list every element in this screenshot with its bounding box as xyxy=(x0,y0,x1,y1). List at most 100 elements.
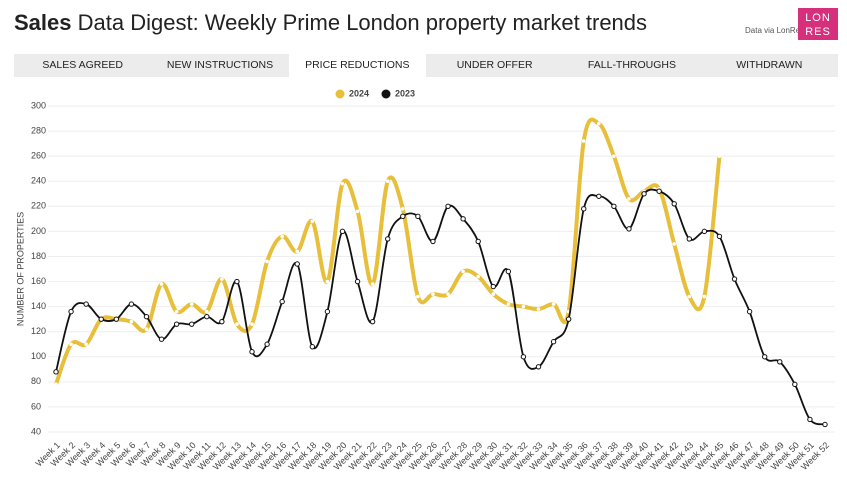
data-point xyxy=(249,349,255,355)
data-point xyxy=(354,278,361,285)
data-point xyxy=(204,313,210,320)
y-tick-label: 80 xyxy=(31,376,41,386)
data-point xyxy=(807,416,813,423)
data-point xyxy=(219,318,225,325)
data-point xyxy=(355,209,360,214)
data-point xyxy=(234,278,240,285)
data-point xyxy=(535,364,542,370)
y-tick-label: 280 xyxy=(31,125,46,135)
tab-bar: SALES AGREED NEW INSTRUCTIONS PRICE REDUCT… xyxy=(14,54,838,77)
data-point xyxy=(686,236,692,242)
data-point xyxy=(174,309,179,314)
y-tick-label: 200 xyxy=(31,226,46,236)
data-point xyxy=(597,121,601,126)
data-point xyxy=(369,318,376,325)
data-point xyxy=(671,201,677,207)
data-point xyxy=(551,302,556,306)
data-point xyxy=(294,261,300,267)
data-point xyxy=(761,354,768,360)
data-point xyxy=(173,321,180,327)
data-point xyxy=(520,354,527,360)
data-point xyxy=(189,302,194,306)
tab[interactable]: FALL-THROUGHS xyxy=(587,59,677,71)
data-point xyxy=(309,344,316,350)
legend-marker xyxy=(381,89,391,99)
data-point xyxy=(159,282,164,286)
data-point xyxy=(280,234,284,239)
series-line xyxy=(55,188,826,426)
data-point xyxy=(430,238,436,245)
y-tick-label: 100 xyxy=(31,351,46,361)
title-text: Data Digest: Weekly Prime London propert… xyxy=(77,10,648,35)
logo-line: RES xyxy=(805,26,831,38)
data-point xyxy=(822,421,828,428)
data-point xyxy=(415,213,421,220)
data-point xyxy=(581,206,587,212)
data-point xyxy=(68,308,74,315)
data-point xyxy=(69,342,73,347)
data-point xyxy=(476,274,480,279)
tab[interactable]: WITHDRAWN xyxy=(736,59,803,71)
data-point xyxy=(505,268,512,275)
title: Sales Data Digest: Weekly Prime London p… xyxy=(14,10,647,36)
data-point xyxy=(84,342,88,347)
data-point xyxy=(490,283,496,290)
data-point xyxy=(310,219,315,224)
data-point xyxy=(416,294,420,299)
data-point xyxy=(746,308,753,315)
tab[interactable]: SALES AGREED xyxy=(42,59,123,71)
data-point xyxy=(536,307,541,311)
y-tick-label: 300 xyxy=(31,100,46,110)
data-point xyxy=(641,191,647,197)
data-point xyxy=(687,294,692,299)
data-point xyxy=(446,292,450,296)
data-point xyxy=(475,238,481,245)
data-point xyxy=(521,304,526,309)
data-point xyxy=(144,327,149,331)
data-point xyxy=(113,316,120,322)
data-point xyxy=(54,382,58,387)
data-point xyxy=(143,313,150,320)
data-point xyxy=(506,302,511,306)
data-point xyxy=(716,233,723,240)
data-point xyxy=(401,207,405,211)
data-point xyxy=(265,259,269,264)
title-bold: Sales xyxy=(14,10,72,35)
data-point xyxy=(717,154,722,158)
y-tick-label: 140 xyxy=(31,301,46,311)
tab[interactable]: PRICE REDUCTIONS xyxy=(288,54,426,77)
logo[interactable]: LON RES xyxy=(798,8,838,40)
data-point xyxy=(460,216,466,222)
logo-line: LON xyxy=(805,12,831,24)
data-point xyxy=(431,292,435,296)
data-point xyxy=(340,181,345,186)
data-point xyxy=(701,228,708,235)
data-point xyxy=(596,193,602,199)
tab[interactable]: UNDER OFFER xyxy=(456,59,533,71)
data-point xyxy=(626,226,632,232)
data-point xyxy=(83,301,89,307)
tab[interactable]: NEW INSTRUCTIONS xyxy=(166,59,274,71)
data-point xyxy=(264,341,270,347)
legend-label: 2024 xyxy=(349,88,369,98)
series-line xyxy=(54,117,722,386)
data-point xyxy=(461,269,465,274)
data-point xyxy=(189,321,195,327)
y-tick-label: 120 xyxy=(31,326,46,336)
data-point xyxy=(339,228,346,235)
data-point xyxy=(325,279,330,284)
data-point xyxy=(627,196,631,201)
y-tick-label: 240 xyxy=(31,176,46,186)
data-point xyxy=(250,322,254,326)
y-axis-label: NUMBER OF PROPERTIES xyxy=(15,212,25,326)
source: Data via LonRes xyxy=(745,26,805,35)
data-point xyxy=(550,339,557,345)
data-point xyxy=(128,301,135,307)
data-point xyxy=(611,203,617,210)
y-tick-label: 220 xyxy=(31,201,46,211)
y-tick-label: 60 xyxy=(31,401,41,411)
data-point xyxy=(385,179,390,184)
data-point xyxy=(702,294,707,299)
